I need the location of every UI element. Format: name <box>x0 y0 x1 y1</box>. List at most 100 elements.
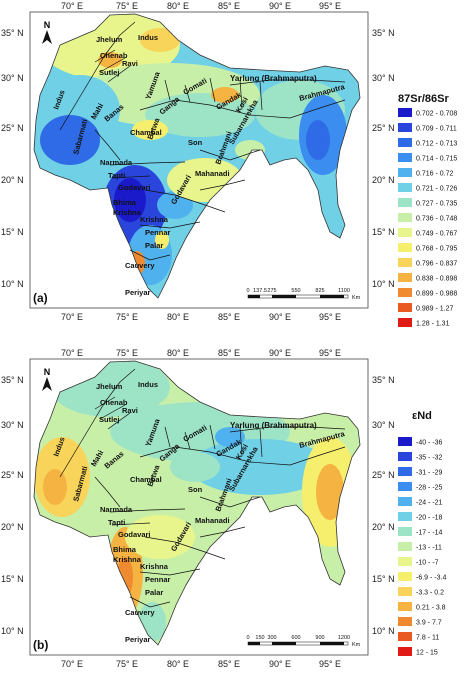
svg-text:550: 550 <box>291 288 300 294</box>
legend-a: 0.702 - 0.708 0.709 - 0.711 0.712 - 0.713 0… <box>398 108 457 328</box>
legend-swatch <box>398 482 412 491</box>
lat-labels-right-b: 35° N 30° N 25° N 20° N 15° N 10° N <box>372 375 395 636</box>
river-label: Chenab <box>100 398 128 407</box>
river-network-b <box>59 368 346 608</box>
legend-label: 0.768 - 0.795 <box>416 246 457 253</box>
svg-text:95° E: 95° E <box>319 348 341 358</box>
svg-text:95° E: 95° E <box>319 659 341 669</box>
svg-text:85° E: 85° E <box>218 1 240 11</box>
svg-text:90° E: 90° E <box>269 312 291 322</box>
river-label: Krishna <box>113 555 142 564</box>
river-label: Mahanadi <box>195 169 230 178</box>
map-a-svg: N 70° E 75° E 80° E 85° E 90° E 95° E 70… <box>1 1 457 328</box>
map-b-svg: N 70° E 75° E 80° E 85° E 90° E 95° E 70… <box>1 348 446 669</box>
svg-text:75° E: 75° E <box>116 1 138 11</box>
legend-label: 0.796 - 0.837 <box>416 261 457 268</box>
svg-text:25° N: 25° N <box>372 123 395 133</box>
river-label: Palar <box>145 588 163 597</box>
legend-label: 7.8 - 11 <box>416 635 439 642</box>
svg-text:90° E: 90° E <box>269 659 291 669</box>
legend-swatch <box>398 198 412 207</box>
svg-text:0: 0 <box>246 288 249 294</box>
legend-label: 0.21 - 3.8 <box>416 605 446 612</box>
legend-swatch <box>398 527 412 536</box>
lat-labels-left-a: 35° N 30° N 25° N 20° N 15° N 10° N <box>1 28 24 289</box>
legend-label: 0.714 - 0.715 <box>416 156 457 163</box>
river-label: Indus <box>138 380 158 389</box>
svg-text:85° E: 85° E <box>218 659 240 669</box>
svg-text:75° E: 75° E <box>116 312 138 322</box>
svg-text:35° N: 35° N <box>372 375 395 385</box>
svg-text:90° E: 90° E <box>269 1 291 11</box>
svg-text:0: 0 <box>246 635 249 641</box>
svg-text:75° E: 75° E <box>116 348 138 358</box>
legend-swatch <box>398 303 412 312</box>
legend-swatch <box>398 153 412 162</box>
north-arrow-b: N <box>42 367 52 391</box>
svg-text:20° N: 20° N <box>372 522 395 532</box>
svg-text:95° E: 95° E <box>319 1 341 11</box>
svg-text:80° E: 80° E <box>167 659 189 669</box>
svg-text:25° N: 25° N <box>1 470 24 480</box>
legend-swatch <box>398 273 412 282</box>
legend-label: 0.716 - 0.72 <box>416 171 453 178</box>
lon-labels-bottom-a: 70° E 75° E 80° E 85° E 90° E 95° E <box>61 312 341 322</box>
legend-swatch <box>398 138 412 147</box>
svg-text:825: 825 <box>315 288 324 294</box>
svg-text:35° N: 35° N <box>1 28 24 38</box>
north-arrow-a: N <box>42 20 52 44</box>
svg-text:275: 275 <box>267 288 276 294</box>
map-panel-a: N 70° E 75° E 80° E 85° E 90° E 95° E 70… <box>0 0 474 340</box>
legend-swatch <box>398 617 412 626</box>
map-panel-b: N 70° E 75° E 80° E 85° E 90° E 95° E 70… <box>0 347 474 687</box>
river-label: Bhima <box>113 545 137 554</box>
svg-text:20° N: 20° N <box>372 175 395 185</box>
svg-text:85° E: 85° E <box>218 312 240 322</box>
legend-swatch <box>398 258 412 267</box>
legend-label: 0.838 - 0.898 <box>416 276 457 283</box>
svg-text:15° N: 15° N <box>372 574 395 584</box>
river-label: Son <box>188 485 203 494</box>
legend-label: -35 - -32 <box>416 455 443 462</box>
legend-swatch <box>398 168 412 177</box>
river-label: Tapti <box>108 518 125 527</box>
legend-label: -28 - -25 <box>416 485 443 492</box>
river-label: Tapti <box>108 171 125 180</box>
north-label: N <box>44 367 51 377</box>
legend-label: -24 - -21 <box>416 500 443 507</box>
legend-swatch <box>398 572 412 581</box>
svg-text:20° N: 20° N <box>1 522 24 532</box>
river-label: Godavari <box>118 183 151 192</box>
legend-label: 0.712 - 0.713 <box>416 141 457 148</box>
svg-text:80° E: 80° E <box>167 312 189 322</box>
svg-text:25° N: 25° N <box>1 123 24 133</box>
svg-text:70° E: 70° E <box>61 348 83 358</box>
lat-labels-left-b: 35° N 30° N 25° N 20° N 15° N 10° N <box>1 375 24 636</box>
legend-label: -40 - -36 <box>416 440 443 447</box>
scale-bar-b: 0 150 300 600 900 1200 Km <box>246 635 360 648</box>
legend-swatch <box>398 467 412 476</box>
svg-text:30° N: 30° N <box>372 73 395 83</box>
river-label: Chenab <box>100 51 128 60</box>
river-label: Jhelum <box>96 35 123 44</box>
svg-text:70° E: 70° E <box>61 1 83 11</box>
river-label: Jhelum <box>96 382 123 391</box>
svg-text:35° N: 35° N <box>372 28 395 38</box>
svg-text:15° N: 15° N <box>1 574 24 584</box>
river-label: Chambal <box>130 475 162 484</box>
legend-label: 0.749 - 0.767 <box>416 231 457 238</box>
svg-text:25° N: 25° N <box>372 470 395 480</box>
river-label: Pennar <box>145 575 171 584</box>
svg-text:Km: Km <box>352 642 361 648</box>
panel-letter-b: (b) <box>33 638 48 652</box>
svg-text:300: 300 <box>267 635 276 641</box>
svg-text:30° N: 30° N <box>372 420 395 430</box>
river-label: Narmada <box>100 505 133 514</box>
river-label: Chambal <box>130 128 162 137</box>
legend-swatch <box>398 602 412 611</box>
river-label: Sutlej <box>99 68 119 77</box>
svg-text:137.5: 137.5 <box>253 288 267 294</box>
svg-text:10° N: 10° N <box>1 279 24 289</box>
river-label: Krishna <box>140 215 169 224</box>
panel-letter-a: (a) <box>33 291 48 305</box>
